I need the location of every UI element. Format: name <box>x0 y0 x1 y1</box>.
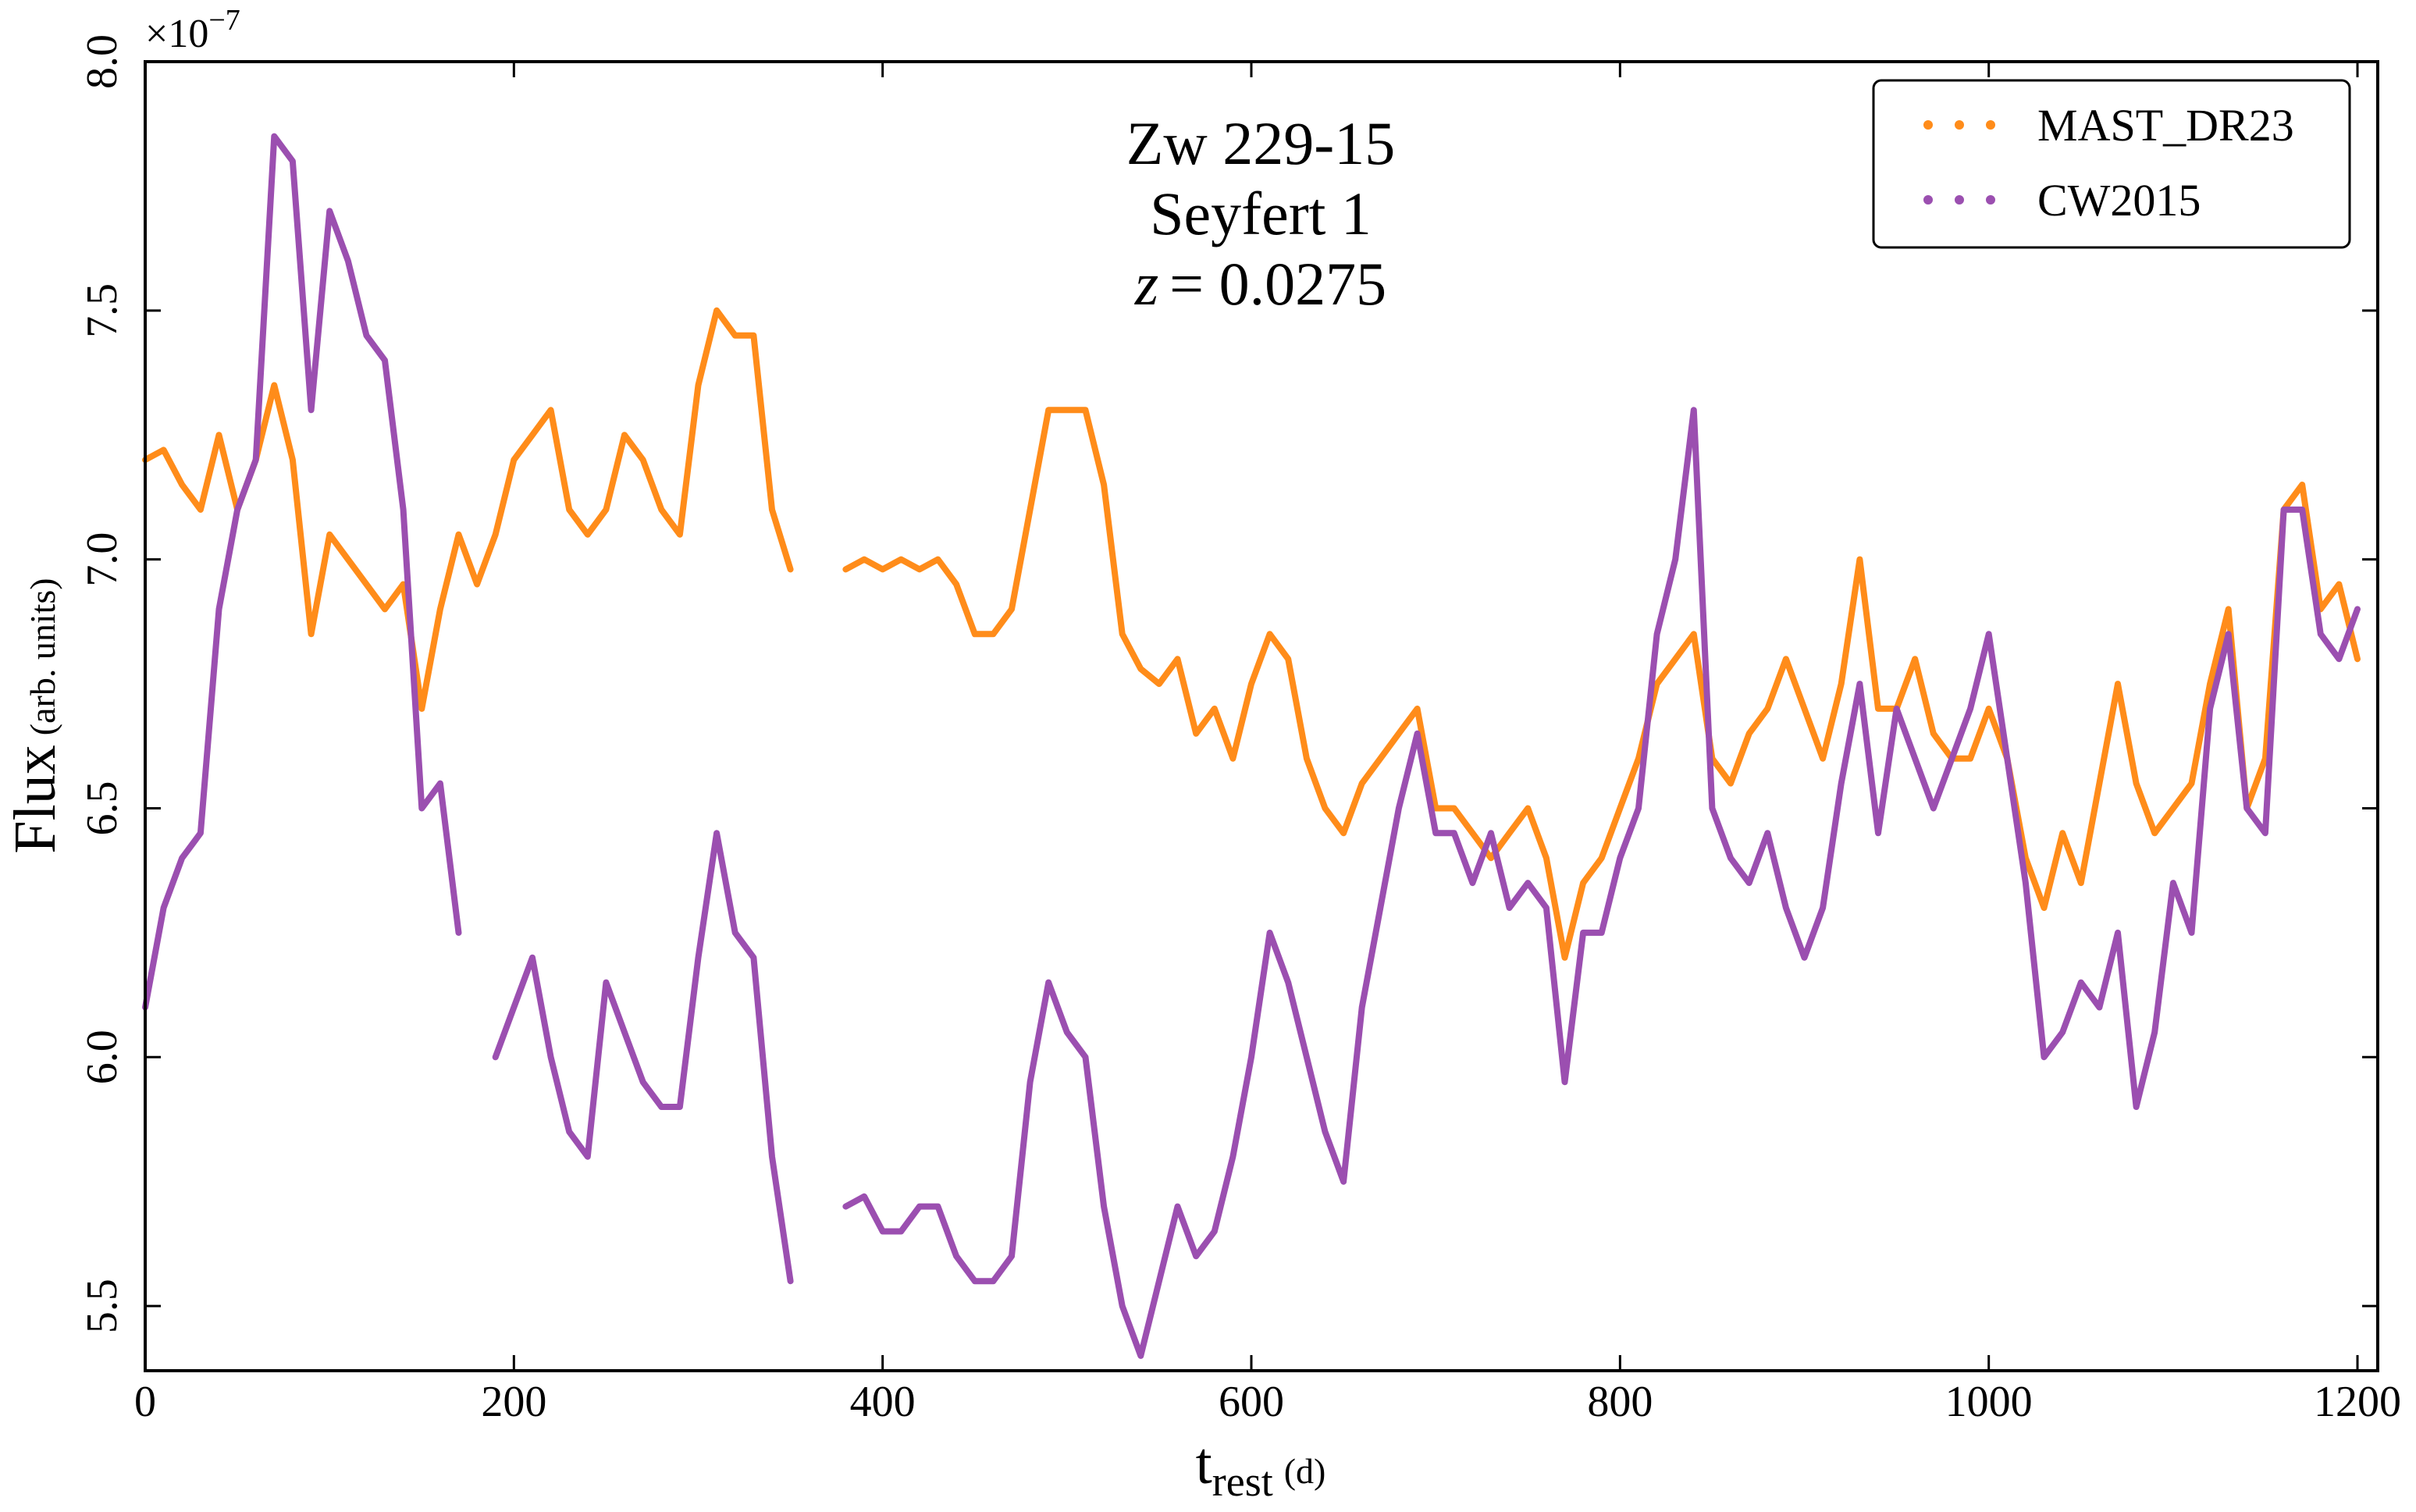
y-axis-label: Flux (arb. units) <box>2 578 68 853</box>
redshift-symbol: z <box>1134 250 1158 318</box>
x-tick-label: 1200 <box>2314 1378 2401 1426</box>
x-tick-label: 0 <box>134 1378 156 1426</box>
legend: MAST_DR23 CW2015 <box>1872 79 2351 249</box>
y-tick-label: 7.0 <box>78 532 126 587</box>
legend-marker <box>1923 195 1933 205</box>
title-line: Zw 229-15 <box>1126 109 1395 177</box>
legend-marker <box>1955 120 1964 130</box>
series-layer <box>142 133 2361 1359</box>
y-label-unit: (arb. units) <box>23 578 62 735</box>
x-tick-label: 200 <box>481 1378 546 1426</box>
x-label-sub: rest <box>1212 1458 1273 1505</box>
legend-label: MAST_DR23 <box>2037 100 2294 151</box>
y-tick-label: 6.0 <box>78 1030 126 1084</box>
x-tick-label: 600 <box>1219 1378 1284 1426</box>
legend-label: CW2015 <box>2037 175 2201 226</box>
multiplier-exponent: −7 <box>208 4 240 37</box>
x-label-unit: (d) <box>1284 1451 1326 1491</box>
y-label-main: Flux <box>2 745 68 853</box>
legend-marker <box>1955 195 1964 205</box>
y-tick-label: 6.5 <box>78 781 126 835</box>
x-tick-label: 400 <box>850 1378 916 1426</box>
x-axis-label: trest (d) <box>1196 1431 1326 1505</box>
y-tick-label: 8.0 <box>78 34 126 89</box>
multiplier-base: ×10 <box>145 12 208 56</box>
redshift-value: = 0.0275 <box>1169 250 1386 318</box>
series-line <box>142 133 2361 1359</box>
legend-marker <box>1986 120 1995 130</box>
title-line: Seyfert 1 <box>1150 180 1372 247</box>
x-tick-label: 1000 <box>1945 1378 2033 1426</box>
series-line <box>142 307 2361 961</box>
x-label-main: t <box>1196 1431 1212 1496</box>
plot-frame <box>144 60 2379 1372</box>
legend-marker <box>1986 195 1995 205</box>
y-tick-label: 7.5 <box>78 283 126 338</box>
y-multiplier: ×10−7 <box>145 4 240 56</box>
x-tick-label: 800 <box>1587 1378 1653 1426</box>
legend-marker <box>1923 120 1933 130</box>
redshift-label: z = 0.0275 <box>1134 250 1386 318</box>
y-tick-label: 5.5 <box>78 1279 126 1333</box>
